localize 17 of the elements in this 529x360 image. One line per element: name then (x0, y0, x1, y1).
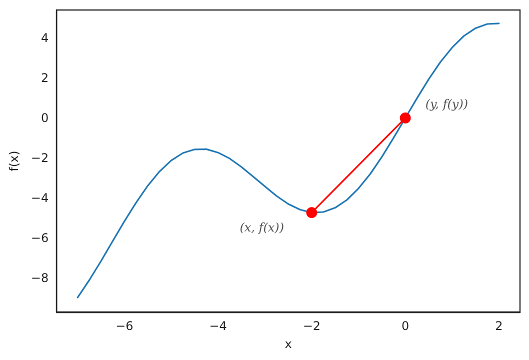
y-axis-title: f(x) (7, 150, 21, 172)
x-tick-label: −4 (209, 319, 227, 333)
line-series (76, 22, 500, 298)
y-tick-label: 2 (40, 71, 49, 85)
x-axis-title: x (284, 337, 292, 351)
y-tick-label: −8 (30, 271, 49, 285)
x-tick-label: −6 (116, 319, 134, 333)
x-tick-label: 0 (401, 319, 410, 333)
y-tick-label: −2 (30, 151, 49, 165)
y-tick-label: −4 (30, 191, 49, 205)
annotation: (y, f(y)) (425, 97, 468, 111)
y-tick-label: −6 (30, 231, 49, 245)
y-tick-label: 0 (40, 111, 49, 125)
annotation: (x, f(x)) (240, 220, 284, 235)
y-tick-label: 4 (40, 31, 49, 45)
x-tick-label: −2 (302, 319, 321, 333)
x-tick-label: 2 (495, 319, 503, 333)
